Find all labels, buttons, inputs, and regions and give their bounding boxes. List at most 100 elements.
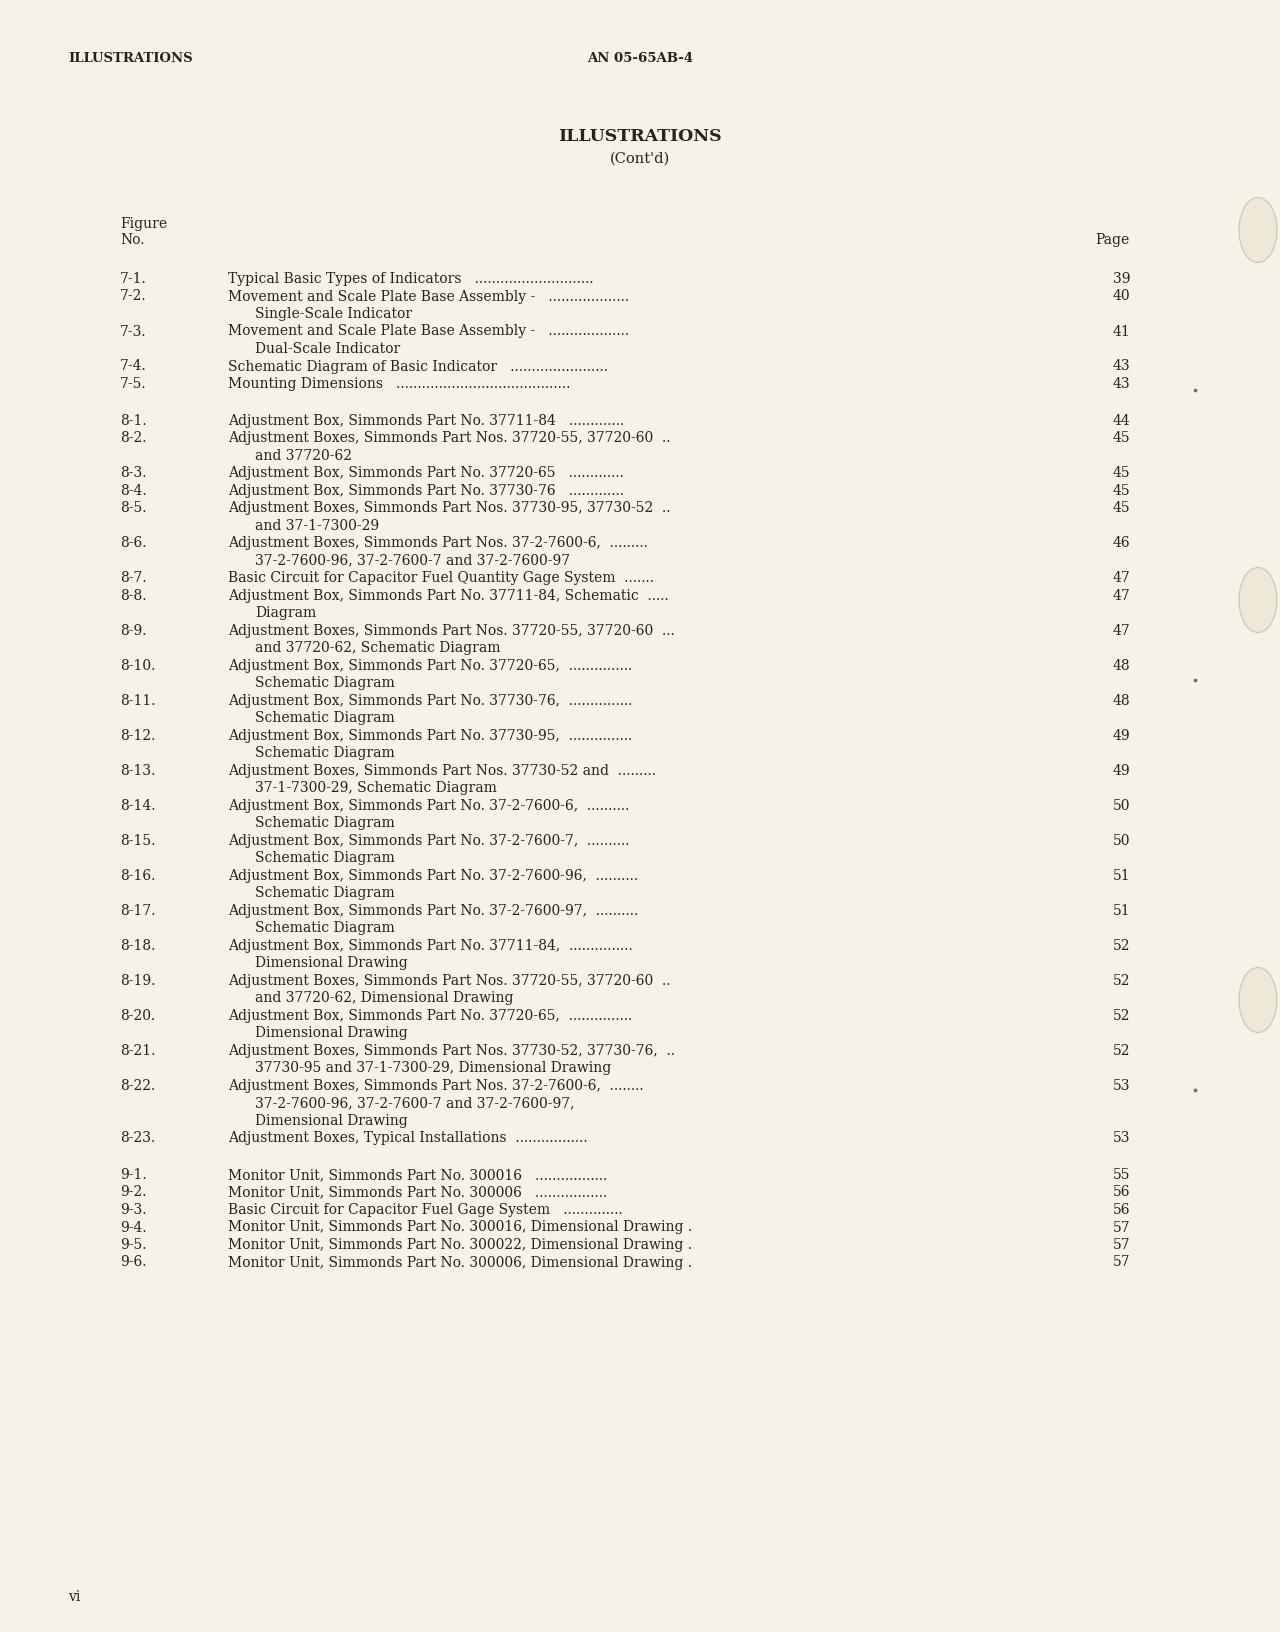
Text: 8-7.: 8-7. [120,571,147,586]
Text: No.: No. [120,233,145,246]
Text: Adjustment Boxes, Simmonds Part Nos. 37720-55, 37720-60  ...: Adjustment Boxes, Simmonds Part Nos. 377… [228,623,675,638]
Text: Monitor Unit, Simmonds Part No. 300006   .................: Monitor Unit, Simmonds Part No. 300006 .… [228,1185,607,1200]
Text: and 37720-62: and 37720-62 [255,449,352,463]
Text: 51: 51 [1112,904,1130,917]
Text: Schematic Diagram: Schematic Diagram [255,746,394,761]
Text: 9-4.: 9-4. [120,1221,147,1234]
Text: Adjustment Boxes, Simmonds Part Nos. 37730-95, 37730-52  ..: Adjustment Boxes, Simmonds Part Nos. 377… [228,501,671,516]
Text: 53: 53 [1112,1079,1130,1093]
Text: 9-2.: 9-2. [120,1185,146,1200]
Text: 8-9.: 8-9. [120,623,146,638]
Text: Adjustment Box, Simmonds Part No. 37730-76,  ...............: Adjustment Box, Simmonds Part No. 37730-… [228,694,632,708]
Text: 41: 41 [1112,325,1130,338]
Text: 37-1-7300-29, Schematic Diagram: 37-1-7300-29, Schematic Diagram [255,782,497,795]
Text: Dimensional Drawing: Dimensional Drawing [255,1113,408,1128]
Text: 45: 45 [1112,483,1130,498]
Text: Basic Circuit for Capacitor Fuel Quantity Gage System  .......: Basic Circuit for Capacitor Fuel Quantit… [228,571,654,586]
Text: 51: 51 [1112,868,1130,883]
Text: 48: 48 [1112,694,1130,708]
Text: Adjustment Boxes, Simmonds Part Nos. 37720-55, 37720-60  ..: Adjustment Boxes, Simmonds Part Nos. 377… [228,431,671,446]
Text: Schematic Diagram: Schematic Diagram [255,886,394,901]
Text: Diagram: Diagram [255,605,316,620]
Text: 40: 40 [1112,289,1130,304]
Text: Monitor Unit, Simmonds Part No. 300016   .................: Monitor Unit, Simmonds Part No. 300016 .… [228,1169,608,1182]
Text: 8-13.: 8-13. [120,764,155,778]
Text: 52: 52 [1112,1009,1130,1023]
Text: Adjustment Box, Simmonds Part No. 37-2-7600-6,  ..........: Adjustment Box, Simmonds Part No. 37-2-7… [228,798,630,813]
Text: 8-10.: 8-10. [120,659,155,672]
Text: 39: 39 [1112,273,1130,286]
Text: Adjustment Box, Simmonds Part No. 37720-65,  ...............: Adjustment Box, Simmonds Part No. 37720-… [228,1009,632,1023]
Text: 57: 57 [1112,1255,1130,1270]
Text: 57: 57 [1112,1221,1130,1234]
Text: 8-6.: 8-6. [120,537,146,550]
Text: 49: 49 [1112,730,1130,743]
Text: 56: 56 [1112,1185,1130,1200]
Text: Schematic Diagram: Schematic Diagram [255,712,394,725]
Text: 55: 55 [1112,1169,1130,1182]
Ellipse shape [1239,968,1277,1033]
Text: Schematic Diagram: Schematic Diagram [255,816,394,831]
Text: 8-17.: 8-17. [120,904,155,917]
Text: 48: 48 [1112,659,1130,672]
Text: 57: 57 [1112,1239,1130,1252]
Text: 8-2.: 8-2. [120,431,146,446]
Text: Adjustment Boxes, Simmonds Part Nos. 37-2-7600-6,  ........: Adjustment Boxes, Simmonds Part Nos. 37-… [228,1079,644,1093]
Text: Mounting Dimensions   .........................................: Mounting Dimensions ....................… [228,377,571,392]
Text: 46: 46 [1112,537,1130,550]
Text: Dimensional Drawing: Dimensional Drawing [255,956,408,971]
Text: 43: 43 [1112,359,1130,374]
Text: Adjustment Boxes, Simmonds Part Nos. 37720-55, 37720-60  ..: Adjustment Boxes, Simmonds Part Nos. 377… [228,974,671,987]
Text: Movement and Scale Plate Base Assembly -   ...................: Movement and Scale Plate Base Assembly -… [228,289,630,304]
Text: 8-16.: 8-16. [120,868,155,883]
Text: vi: vi [68,1590,81,1604]
Text: 50: 50 [1112,834,1130,847]
Text: (Cont'd): (Cont'd) [609,152,671,166]
Text: Adjustment Boxes, Typical Installations  .................: Adjustment Boxes, Typical Installations … [228,1131,588,1146]
Text: Adjustment Boxes, Simmonds Part Nos. 37730-52 and  .........: Adjustment Boxes, Simmonds Part Nos. 377… [228,764,657,778]
Text: Adjustment Box, Simmonds Part No. 37-2-7600-7,  ..........: Adjustment Box, Simmonds Part No. 37-2-7… [228,834,630,847]
Text: Monitor Unit, Simmonds Part No. 300016, Dimensional Drawing .: Monitor Unit, Simmonds Part No. 300016, … [228,1221,692,1234]
Text: 8-14.: 8-14. [120,798,155,813]
Text: 45: 45 [1112,501,1130,516]
Text: 7-1.: 7-1. [120,273,147,286]
Text: 43: 43 [1112,377,1130,392]
Text: 8-23.: 8-23. [120,1131,155,1146]
Text: AN 05-65AB-4: AN 05-65AB-4 [588,52,692,65]
Text: Basic Circuit for Capacitor Fuel Gage System   ..............: Basic Circuit for Capacitor Fuel Gage Sy… [228,1203,623,1217]
Text: 52: 52 [1112,938,1130,953]
Text: Schematic Diagram of Basic Indicator   .......................: Schematic Diagram of Basic Indicator ...… [228,359,608,374]
Text: Dimensional Drawing: Dimensional Drawing [255,1027,408,1040]
Text: Adjustment Box, Simmonds Part No. 37711-84, Schematic  .....: Adjustment Box, Simmonds Part No. 37711-… [228,589,668,602]
Text: Adjustment Box, Simmonds Part No. 37720-65,  ...............: Adjustment Box, Simmonds Part No. 37720-… [228,659,632,672]
Text: 49: 49 [1112,764,1130,778]
Text: Adjustment Box, Simmonds Part No. 37711-84,  ...............: Adjustment Box, Simmonds Part No. 37711-… [228,938,632,953]
Text: Figure: Figure [120,217,168,232]
Text: 8-8.: 8-8. [120,589,146,602]
Text: 47: 47 [1112,571,1130,586]
Text: 9-1.: 9-1. [120,1169,147,1182]
Text: ILLUSTRATIONS: ILLUSTRATIONS [558,127,722,145]
Text: 53: 53 [1112,1131,1130,1146]
Text: 8-18.: 8-18. [120,938,155,953]
Text: 8-15.: 8-15. [120,834,155,847]
Text: and 37720-62, Dimensional Drawing: and 37720-62, Dimensional Drawing [255,991,513,1005]
Text: 52: 52 [1112,974,1130,987]
Text: Typical Basic Types of Indicators   ............................: Typical Basic Types of Indicators ......… [228,273,594,286]
Text: Adjustment Boxes, Simmonds Part Nos. 37-2-7600-6,  .........: Adjustment Boxes, Simmonds Part Nos. 37-… [228,537,648,550]
Text: 56: 56 [1112,1203,1130,1217]
Text: Adjustment Box, Simmonds Part No. 37730-95,  ...............: Adjustment Box, Simmonds Part No. 37730-… [228,730,632,743]
Text: 9-6.: 9-6. [120,1255,146,1270]
Text: 8-1.: 8-1. [120,415,147,428]
Text: Adjustment Boxes, Simmonds Part Nos. 37730-52, 37730-76,  ..: Adjustment Boxes, Simmonds Part Nos. 377… [228,1044,675,1058]
Text: Movement and Scale Plate Base Assembly -   ...................: Movement and Scale Plate Base Assembly -… [228,325,630,338]
Text: Adjustment Box, Simmonds Part No. 37711-84   .............: Adjustment Box, Simmonds Part No. 37711-… [228,415,625,428]
Text: Single-Scale Indicator: Single-Scale Indicator [255,307,412,322]
Text: 50: 50 [1112,798,1130,813]
Text: 7-2.: 7-2. [120,289,147,304]
Text: 37730-95 and 37-1-7300-29, Dimensional Drawing: 37730-95 and 37-1-7300-29, Dimensional D… [255,1061,612,1075]
Text: Adjustment Box, Simmonds Part No. 37-2-7600-96,  ..........: Adjustment Box, Simmonds Part No. 37-2-7… [228,868,639,883]
Text: 8-4.: 8-4. [120,483,147,498]
Text: 52: 52 [1112,1044,1130,1058]
Text: 47: 47 [1112,623,1130,638]
